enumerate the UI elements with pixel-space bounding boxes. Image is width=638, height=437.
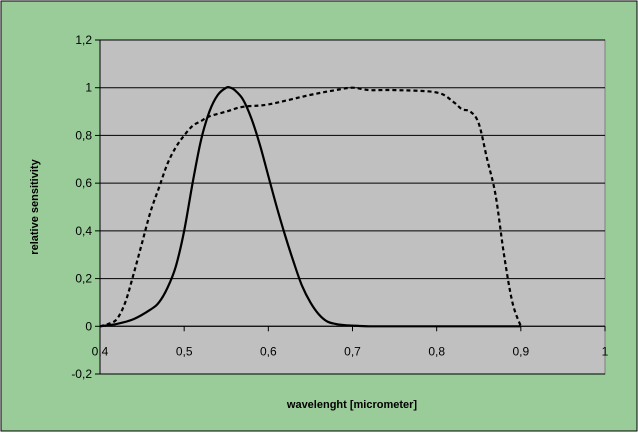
x-tick-label-5: 0,9	[512, 344, 529, 358]
x-tick-label-0: 0,4	[92, 344, 109, 358]
y-tick-label-3: 0,6	[75, 176, 92, 190]
y-tick-label-7: -0,2	[71, 367, 92, 381]
y-tick-label-1: 1	[85, 81, 92, 95]
y-axis-title: relative sensitivity	[29, 158, 41, 254]
x-axis-title: wavelenght [micrometer]	[286, 399, 418, 411]
x-tick-label-6: 1	[602, 344, 609, 358]
x-tick-label-4: 0,8	[428, 344, 445, 358]
x-tick-label-1: 0,5	[176, 344, 193, 358]
x-tick-label-2: 0,6	[260, 344, 277, 358]
y-tick-label-2: 0,8	[75, 128, 92, 142]
series-lines	[99, 85, 522, 328]
y-tick-label-4: 0,4	[75, 224, 92, 238]
series-line-solid	[99, 85, 521, 328]
y-tick-label-5: 0,2	[75, 272, 92, 286]
x-tick-label-3: 0,7	[344, 344, 361, 358]
y-tick-label-0: 1,2	[75, 33, 92, 47]
tick-labels: 1,210,80,60,40,20-0,20,4 0,5 0,6 0,7 0,8 0,9 1	[71, 33, 608, 381]
y-tick-label-6: 0	[85, 319, 92, 333]
plot-area	[99, 39, 606, 375]
